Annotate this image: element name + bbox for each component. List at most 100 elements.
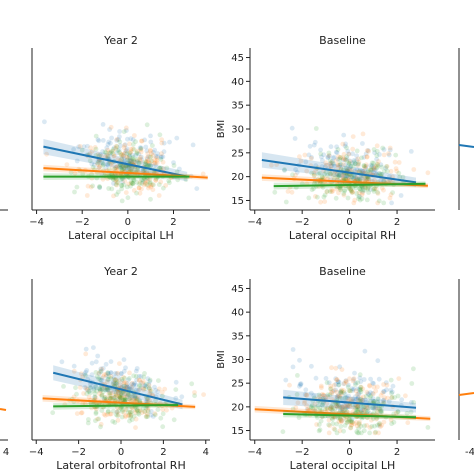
scatter-point	[126, 413, 131, 418]
scatter-point	[121, 129, 127, 135]
scatter-point	[332, 406, 338, 412]
scatter-point	[140, 380, 146, 386]
scatter-point	[95, 161, 100, 167]
scatter-point	[376, 430, 381, 436]
scatter-point	[99, 384, 105, 390]
scatter-point	[130, 155, 136, 160]
scatter-point	[366, 148, 371, 154]
scatter-point	[147, 147, 153, 153]
scatter-point	[127, 412, 132, 417]
scatter-point	[318, 199, 323, 205]
scatter-point	[337, 163, 342, 168]
scatter-point	[395, 393, 401, 399]
scatter-point	[110, 381, 116, 387]
scatter-point	[405, 420, 411, 426]
scatter-point	[379, 185, 385, 191]
scatter-point	[122, 142, 128, 148]
scatter-point	[357, 372, 363, 378]
scatter-point	[163, 183, 169, 188]
scatter-point	[97, 152, 103, 158]
scatter-point	[137, 398, 143, 404]
scatter-point	[155, 389, 161, 394]
scatter-point	[133, 407, 139, 413]
scatter-point	[87, 390, 93, 396]
scatter-point	[152, 160, 157, 166]
scatter-point	[95, 353, 101, 359]
scatter-point	[362, 177, 368, 183]
scatter-point	[348, 425, 354, 430]
scatter-point	[329, 163, 334, 169]
scatter-point	[119, 392, 125, 398]
x-axis-label: Lateral orbitofrontal RH	[56, 459, 185, 472]
scatter-point	[100, 374, 106, 380]
scatter-point	[189, 381, 195, 387]
scatter-point	[346, 185, 352, 190]
scatter-point	[327, 153, 332, 159]
scatter-point	[338, 389, 343, 395]
scatter-point	[130, 181, 136, 186]
scatter-point	[343, 378, 349, 384]
scatter-point	[157, 165, 163, 171]
scatter-point	[360, 187, 366, 193]
scatter-point	[147, 176, 153, 182]
scatter-point	[91, 386, 97, 392]
scatter-point	[148, 133, 153, 139]
scatter-point	[324, 163, 329, 168]
scatter-point	[144, 159, 149, 165]
scatter-point	[340, 405, 345, 410]
y-tick-label: 20	[231, 172, 244, 183]
scatter-point	[376, 397, 381, 402]
scatter-point	[339, 389, 345, 395]
scatter-point	[122, 155, 127, 161]
scatter-point	[145, 398, 151, 404]
scatter-point	[355, 404, 361, 409]
scatter-point	[121, 397, 126, 403]
scatter-point	[379, 408, 385, 414]
scatter-point	[105, 161, 111, 167]
scatter-point	[106, 186, 112, 191]
scatter-point	[369, 417, 374, 423]
scatter-point	[366, 175, 371, 181]
scatter-point	[171, 417, 177, 423]
scatter-point	[174, 169, 180, 175]
scatter-point	[115, 417, 121, 423]
scatter-point	[360, 189, 365, 194]
scatter-point	[143, 405, 149, 411]
scatter-point	[158, 415, 164, 421]
scatter-point	[378, 162, 384, 168]
scatter-point	[370, 380, 375, 386]
scatter-point	[141, 405, 146, 411]
scatter-point	[98, 366, 104, 372]
scatter-point	[349, 174, 355, 179]
scatter-point	[87, 388, 92, 394]
scatter-point	[127, 370, 132, 376]
scatter-point	[319, 154, 324, 160]
panel-title: Year 2	[103, 265, 138, 278]
scatter-point	[111, 381, 117, 386]
scatter-point	[378, 171, 384, 177]
scatter-point	[335, 394, 340, 399]
scatter-point	[93, 395, 99, 400]
scatter-point	[350, 146, 356, 152]
scatter-point	[381, 200, 387, 206]
scatter-point	[330, 160, 336, 166]
scatter-point	[360, 184, 366, 190]
scatter-point	[200, 171, 206, 177]
scatter-point	[136, 377, 142, 383]
scatter-point	[74, 411, 80, 416]
scatter-point	[115, 397, 121, 403]
scatter-point	[337, 172, 343, 178]
scatter-point	[148, 182, 154, 188]
scatter-point	[121, 392, 127, 398]
scatter-point	[329, 404, 334, 410]
scatter-point	[135, 156, 140, 162]
scatter-point	[161, 185, 166, 191]
x-tick-label: 2	[170, 217, 176, 228]
scatter-point	[124, 397, 130, 403]
scatter-point	[117, 164, 122, 169]
scatter-point	[119, 163, 125, 169]
scatter-point	[173, 395, 179, 401]
scatter-point	[105, 147, 111, 153]
scatter-point	[347, 166, 353, 171]
scatter-point	[72, 189, 77, 195]
